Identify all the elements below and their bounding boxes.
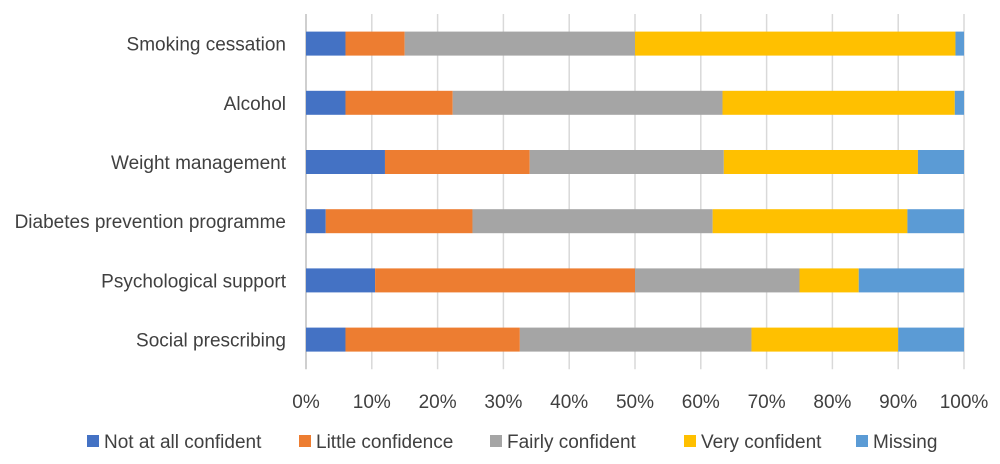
legend-item: Little confidence bbox=[299, 432, 453, 453]
bar-group bbox=[306, 150, 964, 174]
bar-group bbox=[306, 268, 964, 293]
legend-item: Very confident bbox=[684, 432, 822, 453]
bar-segment bbox=[954, 90, 964, 115]
gridlines bbox=[305, 14, 965, 370]
category-label: Weight management bbox=[111, 153, 287, 174]
legend-label: Not at all confident bbox=[104, 432, 262, 453]
bar-segment bbox=[519, 327, 752, 352]
legend-item: Missing bbox=[856, 432, 937, 453]
bar-group bbox=[306, 327, 964, 352]
category-label: Social prescribing bbox=[136, 331, 286, 352]
bar-segment bbox=[345, 31, 405, 56]
bar-segment bbox=[306, 268, 376, 293]
x-axis-tick-labels: 0% 10% 20% 30% 40% 50% 60% 70% 80% 90% 100% bbox=[292, 392, 988, 413]
bar-segment bbox=[306, 209, 326, 234]
x-tick-label: 40% bbox=[550, 392, 588, 413]
x-tick-label: 100% bbox=[940, 392, 989, 413]
bar-segment bbox=[898, 327, 964, 352]
x-tick-label: 80% bbox=[813, 392, 851, 413]
category-label: Psychological support bbox=[101, 271, 287, 292]
x-tick-label: 20% bbox=[419, 392, 457, 413]
x-tick-label: 10% bbox=[353, 392, 391, 413]
bar-segment bbox=[907, 209, 964, 234]
bar-segment bbox=[306, 31, 346, 56]
legend-label: Fairly confident bbox=[507, 432, 637, 453]
legend: Not at all confident Little confidence Fai… bbox=[87, 432, 937, 453]
category-labels: Smoking cessation Alcohol Weight managemen… bbox=[15, 35, 287, 352]
legend-swatch bbox=[299, 435, 311, 447]
category-label: Smoking cessation bbox=[127, 35, 286, 56]
x-tick-label: 0% bbox=[292, 392, 320, 413]
bar-segment bbox=[306, 90, 346, 115]
bar-segment bbox=[452, 90, 723, 115]
bar-segment bbox=[472, 209, 713, 234]
bar-group bbox=[306, 209, 964, 234]
bar-segment bbox=[325, 209, 473, 234]
bar-segment bbox=[345, 90, 453, 115]
bar-segment bbox=[635, 31, 956, 56]
bar-segment bbox=[375, 268, 635, 293]
category-label: Diabetes prevention programme bbox=[15, 212, 286, 233]
bar-segment bbox=[306, 150, 385, 174]
bar-segment bbox=[917, 150, 964, 174]
legend-swatch bbox=[490, 435, 502, 447]
bar-segment bbox=[722, 90, 955, 115]
x-tick-label: 50% bbox=[616, 392, 654, 413]
bar-group bbox=[306, 31, 964, 56]
bar-segment bbox=[799, 268, 859, 293]
bar-segment bbox=[751, 327, 899, 352]
legend-item: Fairly confident bbox=[490, 432, 637, 453]
legend-label: Missing bbox=[873, 432, 937, 453]
legend-label: Little confidence bbox=[316, 432, 453, 453]
bar-segment bbox=[955, 31, 964, 56]
bar-segment bbox=[306, 327, 346, 352]
legend-label: Very confident bbox=[701, 432, 822, 453]
bar-segment bbox=[723, 150, 918, 174]
legend-swatch bbox=[87, 435, 99, 447]
bar-segment bbox=[345, 327, 520, 352]
x-tick-label: 60% bbox=[682, 392, 720, 413]
legend-swatch bbox=[856, 435, 868, 447]
bar-segment bbox=[404, 31, 635, 56]
bar-segment bbox=[529, 150, 724, 174]
bar-segment bbox=[635, 268, 800, 293]
bar-segment bbox=[384, 150, 530, 174]
x-tick-label: 70% bbox=[748, 392, 786, 413]
bar-group bbox=[306, 90, 964, 115]
legend-item: Not at all confident bbox=[87, 432, 262, 453]
x-tick-label: 30% bbox=[484, 392, 522, 413]
bar-segment bbox=[858, 268, 964, 293]
x-tick-label: 90% bbox=[879, 392, 917, 413]
category-label: Alcohol bbox=[224, 94, 286, 115]
legend-swatch bbox=[684, 435, 696, 447]
bar-segment bbox=[712, 209, 908, 234]
bars bbox=[306, 31, 964, 352]
